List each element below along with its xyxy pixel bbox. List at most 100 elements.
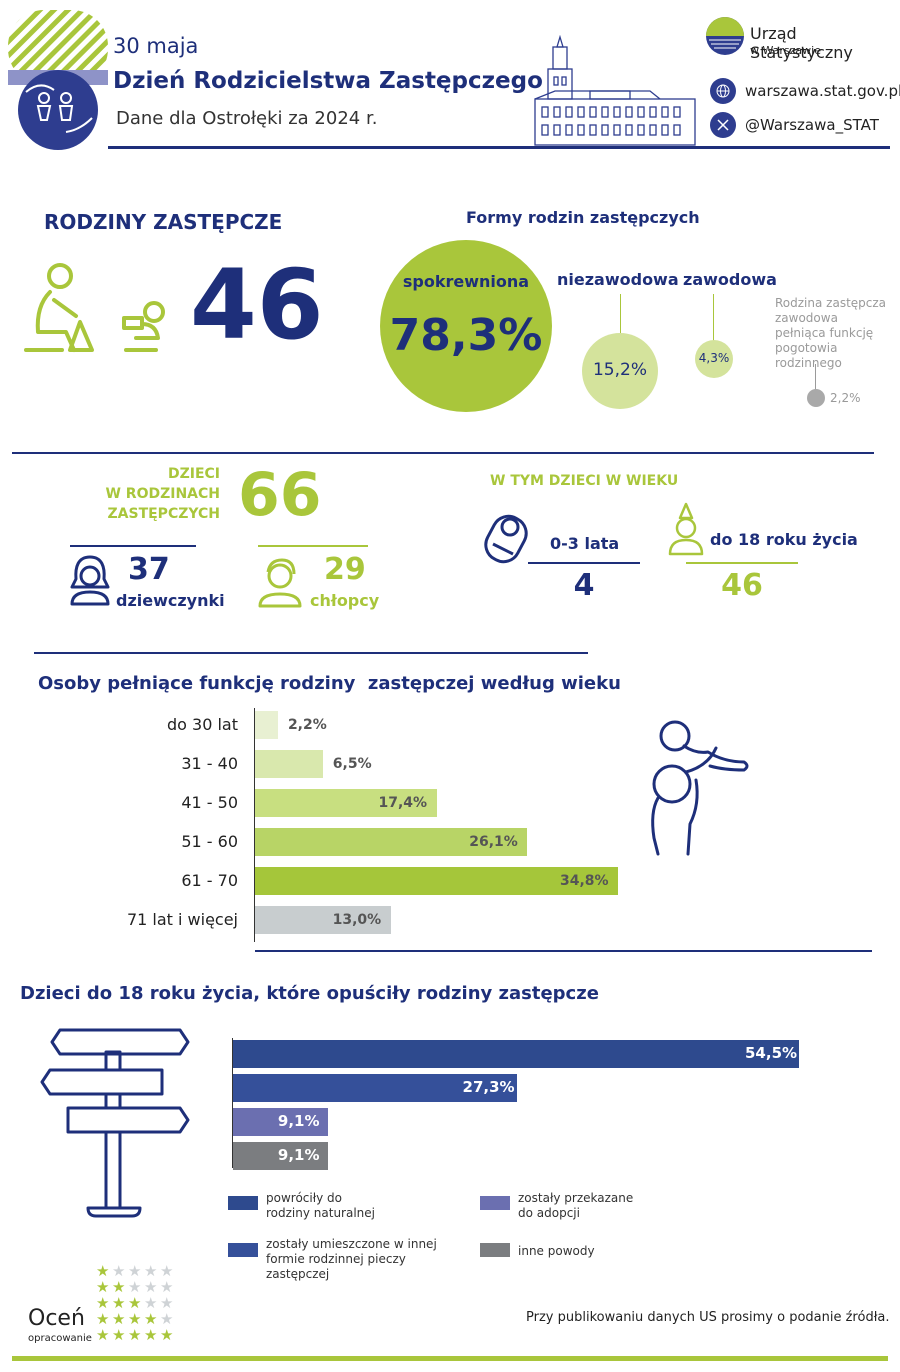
- rating-stars[interactable]: ★ ★ ★ ★ ★ ★ ★ ★ ★ ★ ★ ★ ★ ★ ★ ★ ★ ★ ★ ★ ★ ★ ★ ★ ★: [96, 1264, 178, 1344]
- reason-bar-value: 27,3%: [462, 1078, 515, 1096]
- age-category-label: 41 - 50: [181, 793, 238, 812]
- form-label-niezawodowa: niezawodowa: [557, 270, 679, 289]
- star-icon[interactable]: ★: [96, 1326, 110, 1344]
- boys-count: 29: [324, 552, 366, 587]
- children-total: 66: [238, 460, 322, 530]
- children-heading-line3: ZASTĘPCZYCH: [107, 506, 221, 522]
- age-heading: W TYM DZIECI W WIEKU: [490, 473, 679, 489]
- star-icon[interactable]: ★: [128, 1294, 142, 1312]
- age-0-3-value: 4: [573, 568, 595, 603]
- page-title: Dzień Rodzicielstwa Zastępczego: [113, 68, 543, 94]
- age-category-label: 71 lat i więcej: [126, 910, 238, 929]
- left-chart-axis: [232, 1038, 233, 1168]
- age-category-label: 31 - 40: [181, 754, 238, 773]
- forms-heading: Formy rodzin zastępczych: [466, 208, 700, 227]
- form-bubble-zawodowa: [695, 340, 733, 378]
- legend-other-form: zostały umieszczone w innej formie rodzi…: [266, 1237, 437, 1281]
- star-icon[interactable]: ★: [112, 1294, 126, 1312]
- star-icon[interactable]: ★: [144, 1262, 158, 1280]
- age-bar-value: 26,1%: [469, 834, 518, 850]
- star-icon[interactable]: ★: [96, 1262, 110, 1280]
- age-0-3-label: 0-3 lata: [550, 534, 620, 553]
- form-label-spokrewniona: spokrewniona: [402, 272, 530, 291]
- star-icon[interactable]: ★: [96, 1278, 110, 1296]
- star-icon[interactable]: ★: [160, 1278, 174, 1296]
- form-bubble-pogotowie: [807, 389, 825, 407]
- star-icon[interactable]: ★: [128, 1310, 142, 1328]
- star-icon[interactable]: ★: [96, 1294, 110, 1312]
- header-divider: [108, 146, 890, 149]
- star-icon[interactable]: ★: [144, 1310, 158, 1328]
- form-value-zawodowa: 4,3%: [698, 351, 730, 365]
- children-heading-line2: W RODZINACH: [105, 486, 220, 502]
- reason-bar: [233, 1074, 517, 1102]
- age-bar-value: 6,5%: [332, 756, 372, 772]
- form-value-spokrewniona: 78,3%: [389, 310, 543, 361]
- form-value-niezawodowa: 15,2%: [592, 360, 647, 380]
- age-18-label: do 18 roku życia: [710, 530, 858, 549]
- star-icon[interactable]: ★: [160, 1262, 174, 1280]
- star-icon[interactable]: ★: [128, 1278, 142, 1296]
- families-count: 46: [190, 249, 324, 361]
- star-icon[interactable]: ★: [96, 1310, 110, 1328]
- reason-bar: [233, 1108, 328, 1136]
- twitter-link[interactable]: @Warszawa_STAT: [745, 116, 879, 134]
- x-logo-icon: [710, 112, 736, 138]
- families-heading: RODZINY ZASTĘPCZE: [44, 210, 283, 234]
- age-bar: [255, 750, 323, 778]
- star-icon[interactable]: ★: [144, 1294, 158, 1312]
- reason-bar: [233, 1040, 799, 1068]
- star-icon[interactable]: ★: [144, 1278, 158, 1296]
- legend-swatch-other: [480, 1243, 510, 1257]
- header-logo-badge: [8, 10, 108, 150]
- form-value-pogotowie: 2,2%: [830, 391, 861, 405]
- age-category-label: do 30 lat: [167, 715, 238, 734]
- girls-divider: [70, 545, 196, 547]
- age-bar: [255, 789, 437, 817]
- star-icon[interactable]: ★: [128, 1262, 142, 1280]
- star-icon[interactable]: ★: [160, 1294, 174, 1312]
- adult-child-icon: [20, 262, 180, 357]
- website-link[interactable]: warszawa.stat.gov.pl: [745, 82, 900, 100]
- star-icon[interactable]: ★: [128, 1326, 142, 1344]
- age-bar: [255, 906, 391, 934]
- legend-swatch-other-form: [228, 1243, 258, 1257]
- age-bar-value: 34,8%: [560, 873, 609, 889]
- star-icon[interactable]: ★: [112, 1326, 126, 1344]
- reason-bar-value: 9,1%: [277, 1112, 320, 1130]
- legend-swatch-natural: [228, 1196, 258, 1210]
- star-icon[interactable]: ★: [112, 1310, 126, 1328]
- form-bubble-spokrewniona: [380, 240, 552, 412]
- star-icon[interactable]: ★: [112, 1278, 126, 1296]
- us-logo-icon: [705, 16, 745, 56]
- legend-swatch-adoption: [480, 1196, 510, 1210]
- form-connector-zawodowa: [713, 294, 714, 342]
- legend-adoption: zostały przekazane do adopcji: [518, 1191, 634, 1220]
- boys-divider: [258, 545, 368, 547]
- page-subtitle: Dane dla Ostrołęki za 2024 r.: [116, 108, 378, 129]
- age-category-label: 51 - 60: [181, 832, 238, 851]
- footer-line: [12, 1356, 888, 1361]
- baby-icon: [483, 512, 529, 564]
- age-chart-axis: [254, 708, 255, 942]
- form-connector-pogotowie: [815, 364, 816, 390]
- age-bar: [255, 867, 618, 895]
- rate-sub[interactable]: opracowanie: [28, 1333, 92, 1344]
- parent-child-icon: [640, 718, 750, 856]
- org-sub: w Warszawie: [750, 44, 821, 57]
- star-icon[interactable]: ★: [144, 1326, 158, 1344]
- age-18-divider: [686, 562, 798, 564]
- children-heading-line1: DZIECI: [167, 466, 220, 482]
- legend-natural: powróciły do rodziny naturalnej: [266, 1191, 375, 1220]
- form-label-zawodowa: zawodowa: [683, 270, 777, 289]
- age-bar-value: 2,2%: [287, 717, 327, 733]
- star-icon[interactable]: ★: [160, 1326, 174, 1344]
- star-icon[interactable]: ★: [160, 1310, 174, 1328]
- age-bar: [255, 828, 528, 856]
- rate-main[interactable]: Oceń: [28, 1306, 85, 1331]
- age-0-3-divider: [528, 562, 640, 564]
- star-icon[interactable]: ★: [112, 1262, 126, 1280]
- section-divider-1: [12, 452, 874, 454]
- org-name: Urząd Statystyczny: [750, 24, 853, 62]
- girl-icon: [68, 554, 112, 606]
